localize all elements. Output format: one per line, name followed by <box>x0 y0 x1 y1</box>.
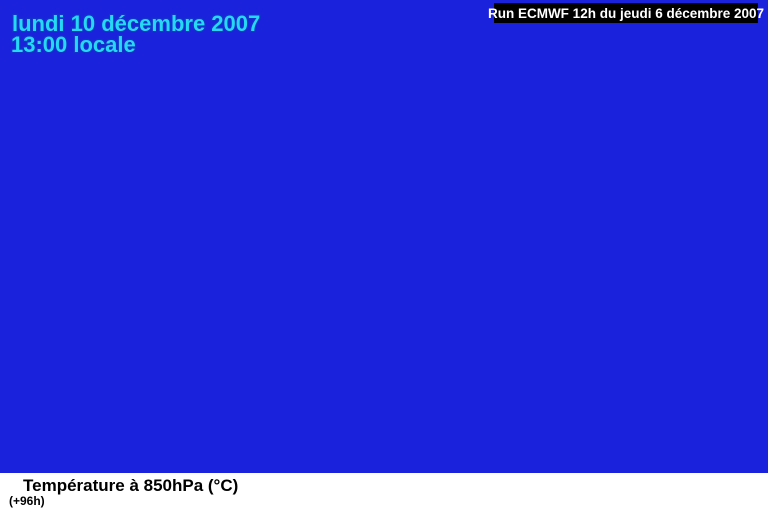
svg-text:Température à 850hPa (°C): Température à 850hPa (°C) <box>23 476 238 495</box>
svg-text:Run ECMWF 12h du jeudi 6 décem: Run ECMWF 12h du jeudi 6 décembre 2007 <box>488 6 764 21</box>
svg-text:lundi 10 décembre 2007: lundi 10 décembre 2007 <box>12 11 260 36</box>
svg-text:13:00 locale: 13:00 locale <box>11 32 136 57</box>
svg-text:(+96h): (+96h) <box>9 494 45 508</box>
